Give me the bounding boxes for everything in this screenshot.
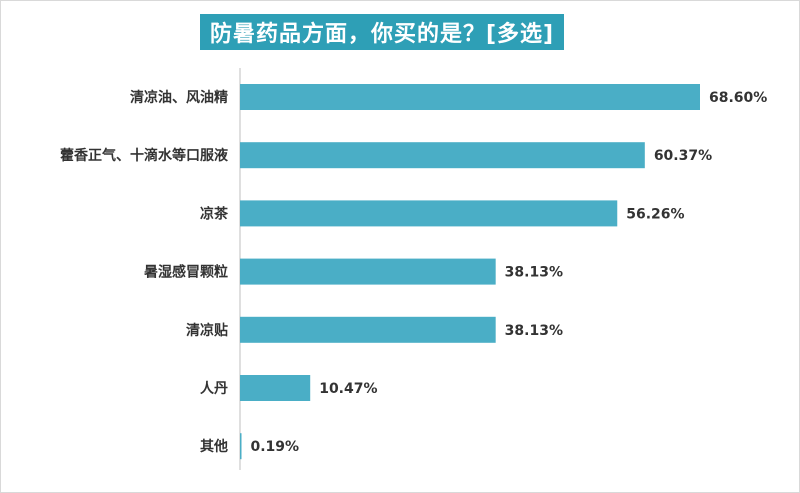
category-label: 人丹 xyxy=(200,380,228,397)
category-label: 清凉油、风油精 xyxy=(130,89,228,106)
category-label: 清凉贴 xyxy=(186,322,228,339)
bar xyxy=(240,84,700,110)
category-label: 凉茶 xyxy=(200,205,229,222)
value-label: 0.19% xyxy=(251,439,300,455)
bar xyxy=(240,200,618,227)
chart-title-banner: 防暑药品方面，你买的是？[多选] xyxy=(200,14,565,50)
bar xyxy=(240,375,311,401)
value-label: 38.13% xyxy=(505,265,563,281)
value-label: 38.13% xyxy=(505,323,563,339)
value-label: 68.60% xyxy=(709,90,767,106)
category-label: 暑湿感冒颗粒 xyxy=(144,264,228,281)
bar xyxy=(240,316,496,343)
value-label: 60.37% xyxy=(654,148,712,164)
value-label: 56.26% xyxy=(626,206,684,222)
bar xyxy=(240,433,242,460)
chart-title: 防暑药品方面，你买的是？[多选] xyxy=(210,22,555,47)
bar xyxy=(240,142,645,169)
value-label: 10.47% xyxy=(319,381,377,397)
category-label: 其他 xyxy=(200,438,228,455)
bar xyxy=(240,258,496,285)
category-label: 藿香正气、十滴水等口服液 xyxy=(60,147,229,164)
